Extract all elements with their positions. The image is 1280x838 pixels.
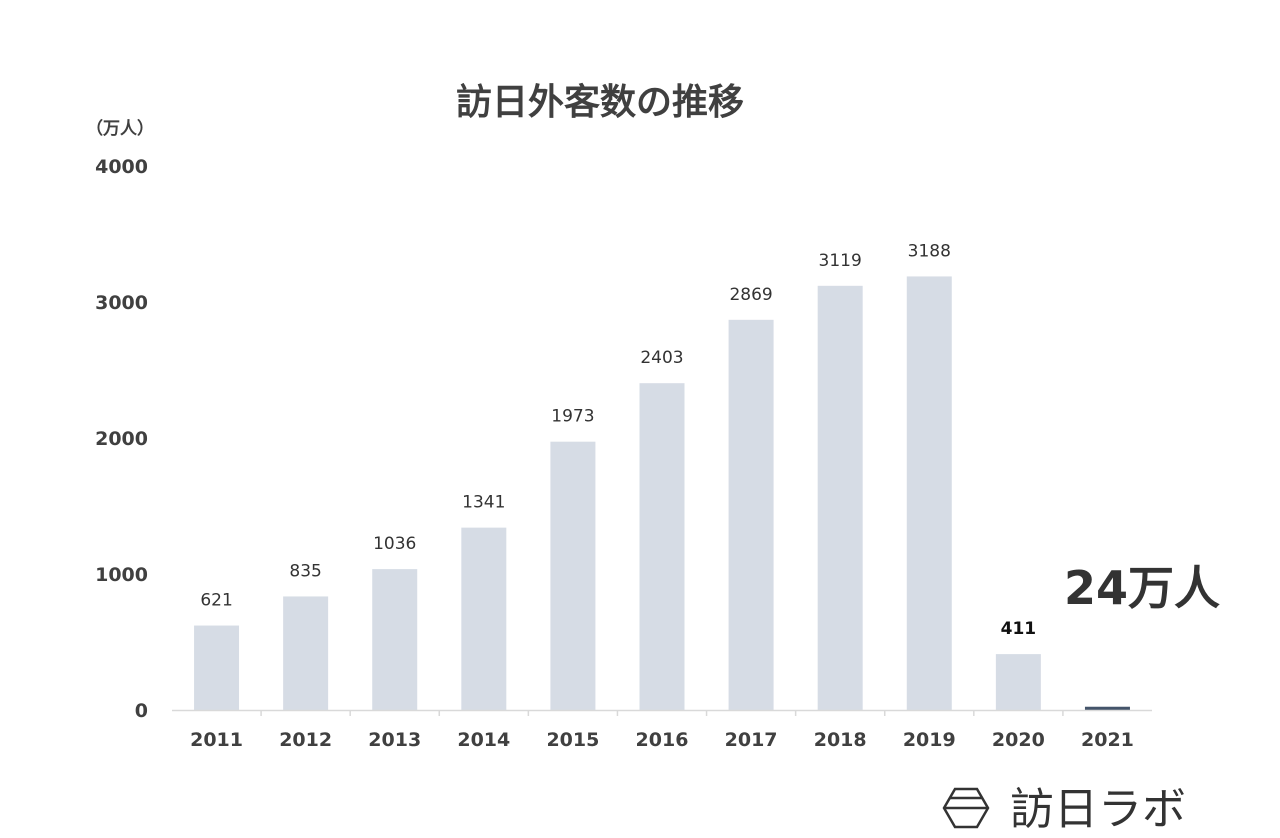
y-tick-label: 0: [135, 700, 148, 722]
bar-2014: [461, 527, 507, 710]
data-label-2019: 3188: [908, 241, 951, 261]
x-axis-ticks: 2011 2012 2013 2014 2015 2016 2017 2018 2019 2020…: [190, 710, 1134, 751]
x-tick-label-2012: 2012: [279, 729, 332, 751]
data-label-2015: 1973: [551, 407, 594, 427]
bar-2016: [639, 383, 685, 710]
logo-text: 訪日ラボ: [1010, 784, 1186, 835]
bar-2011: [194, 625, 240, 710]
hexagon-logo-icon: [942, 787, 990, 829]
data-label-2020: 411: [1001, 619, 1037, 639]
x-tick-label-2017: 2017: [725, 729, 778, 751]
x-tick-label-2016: 2016: [636, 729, 689, 751]
x-tick-label-2011: 2011: [190, 729, 243, 751]
x-tick-label-2015: 2015: [546, 729, 599, 751]
y-tick-label: 2000: [95, 428, 148, 450]
y-axis-unit: （万人）: [86, 118, 154, 139]
bar-2013: [372, 569, 418, 710]
x-tick-label-2013: 2013: [368, 729, 421, 751]
bar-2012: [283, 596, 329, 710]
data-label-2018: 3119: [819, 251, 862, 271]
bar-2021: [1084, 706, 1130, 710]
bars: [194, 276, 1130, 710]
data-label-2012: 835: [289, 561, 321, 581]
data-label-2013: 1036: [373, 534, 416, 554]
y-tick-label: 4000: [95, 156, 148, 178]
y-tick-label: 1000: [95, 564, 148, 586]
x-tick-label-2021: 2021: [1081, 729, 1134, 751]
data-labels: 621 835 1036 1341 1973 2403 2869 3119 3188 411: [200, 241, 1036, 639]
data-label-2011: 621: [200, 591, 232, 611]
annotation-2021: 24万人: [1064, 561, 1220, 615]
bar-2018: [817, 285, 863, 710]
data-label-2014: 1341: [462, 493, 505, 513]
data-label-2016: 2403: [640, 348, 683, 368]
logo: 訪日ラボ: [942, 784, 1186, 835]
bar-2020: [995, 654, 1041, 710]
x-tick-label-2018: 2018: [814, 729, 867, 751]
chart-title: 訪日外客数の推移: [456, 82, 744, 123]
x-tick-label-2019: 2019: [903, 729, 956, 751]
bar-2015: [550, 441, 596, 710]
x-tick-label-2020: 2020: [992, 729, 1045, 751]
y-tick-label: 3000: [95, 292, 148, 314]
data-label-2017: 2869: [729, 285, 772, 305]
bar-2019: [906, 276, 952, 710]
x-tick-label-2014: 2014: [457, 729, 510, 751]
y-axis-ticks: 0 1000 2000 3000 4000: [95, 156, 148, 722]
bar-2017: [728, 319, 774, 710]
